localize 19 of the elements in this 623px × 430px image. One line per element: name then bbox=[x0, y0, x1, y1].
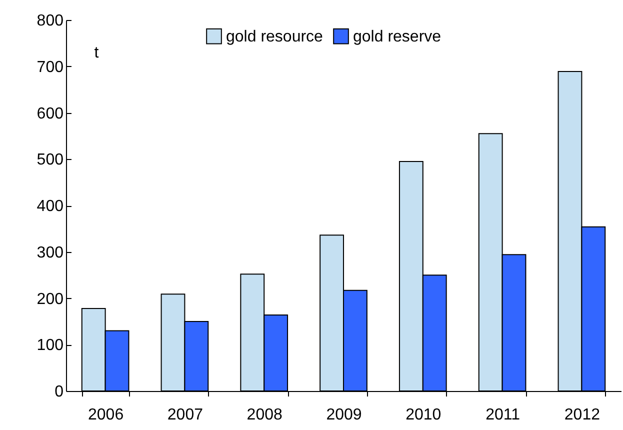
y-tick-label: 700 bbox=[36, 58, 64, 76]
y-tick-label: 600 bbox=[36, 105, 64, 122]
y-tick-label: 400 bbox=[36, 198, 64, 215]
y-tick-label: 0 bbox=[54, 384, 64, 400]
y-tick-label: 800 bbox=[36, 12, 64, 30]
x-tick-label: 2009 bbox=[326, 406, 362, 424]
x-tick-label: 2012 bbox=[564, 406, 600, 424]
y-tick-label: 200 bbox=[36, 290, 64, 308]
x-tick-label: 2011 bbox=[486, 406, 520, 424]
x-tick-label: 2007 bbox=[167, 406, 204, 424]
x-tick-label: 2008 bbox=[246, 406, 282, 424]
y-axis-title: t bbox=[94, 44, 100, 62]
legend-label: gold resource bbox=[226, 28, 324, 46]
y-tick-label: 100 bbox=[36, 337, 64, 354]
legend-label: gold reserve bbox=[353, 28, 442, 46]
x-tick-label: 2006 bbox=[88, 406, 124, 424]
y-tick-label: 500 bbox=[36, 152, 64, 169]
y-tick-label: 300 bbox=[36, 244, 64, 262]
x-tick-label: 2010 bbox=[406, 406, 442, 424]
